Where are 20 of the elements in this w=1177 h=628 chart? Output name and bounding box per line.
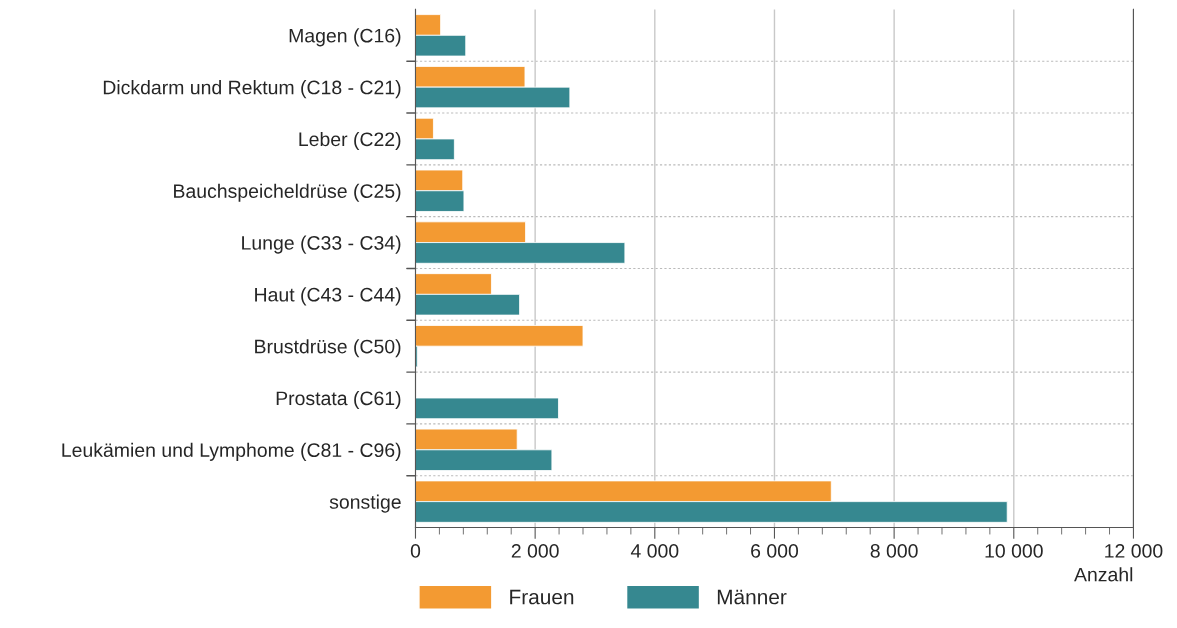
y-tick-label: Dickdarm und Rektum (C18 - C21) (103, 80, 401, 99)
legend-label: Männer (717, 589, 787, 605)
x-tick-label: 2 000 (511, 544, 559, 558)
y-tick-label: Brustdrüse (C50) (255, 339, 401, 358)
y-tick-label: Prostata (C61) (276, 390, 401, 410)
y-tick-label: Haut (C43 - C44) (255, 287, 401, 306)
y-tick-label: sonstige (329, 494, 401, 513)
x-tick-label: 10 000 (985, 544, 1043, 558)
y-tick-label: Leber (C22) (299, 131, 401, 151)
x-tick-label: 0 (410, 544, 421, 558)
x-tick-label: 12 000 (1105, 544, 1163, 558)
x-tick-label: 4 000 (630, 544, 679, 558)
y-tick-label: Magen (C16) (289, 28, 401, 47)
legend-label: Frauen (510, 589, 574, 605)
y-tick-label: Leukämien und Lymphome (C81 - C96) (62, 442, 401, 461)
x-axis-title: Anzahl (1074, 567, 1133, 582)
y-tick-label: Bauchspeicheldrüse (C25) (174, 183, 401, 202)
x-tick-label: 8 000 (870, 544, 918, 558)
y-tick-label: Lunge (C33 - C34) (242, 235, 401, 254)
x-tick-label: 6 000 (751, 544, 799, 558)
